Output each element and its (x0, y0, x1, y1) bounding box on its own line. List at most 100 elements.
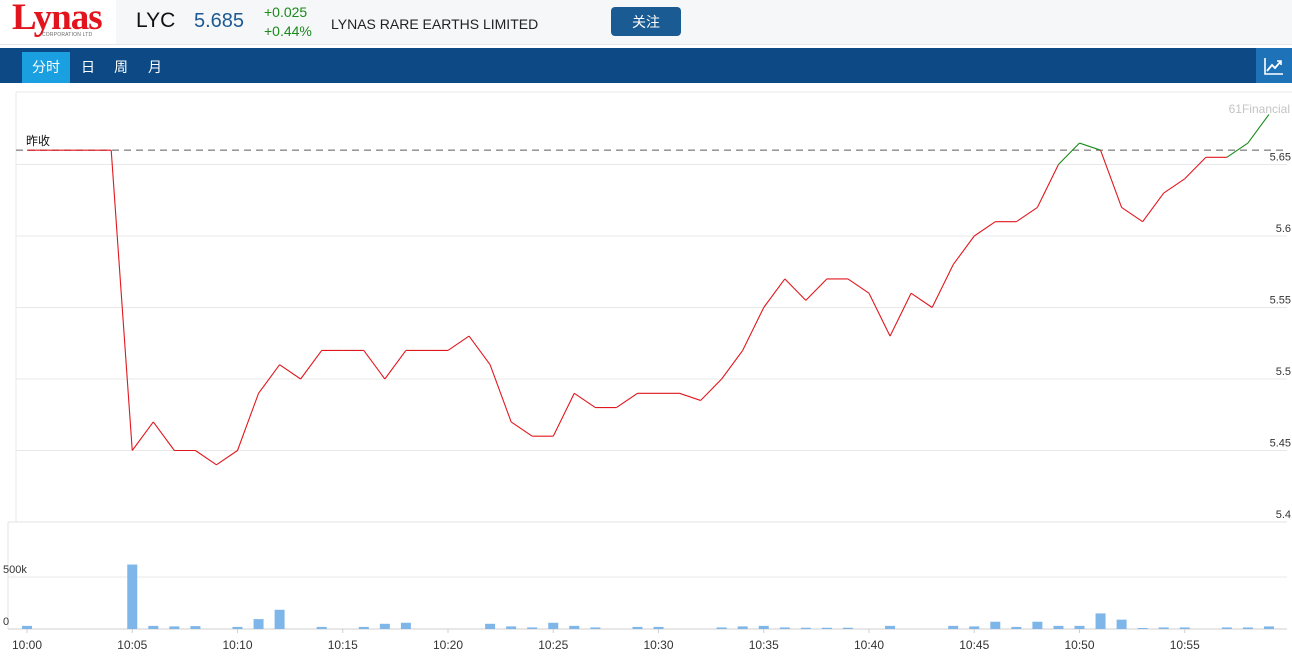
volume-bar (1011, 626, 1022, 629)
volume-bar (400, 622, 411, 629)
price-line-segment (721, 350, 744, 380)
header: Lynas CORPORATION LTD LYC 5.685 +0.025 +… (0, 0, 1292, 45)
price-line-segment (973, 221, 996, 237)
y-tick-label: 5.4 (1276, 509, 1291, 521)
price-line-segment (110, 150, 133, 451)
volume-bar (842, 627, 853, 629)
volume-bar (148, 625, 159, 629)
volume-bar (737, 626, 748, 629)
volume-bar (232, 626, 243, 629)
volume-bar (1242, 627, 1253, 629)
logo-text: Lynas (12, 0, 103, 38)
x-tick-label: 10:35 (749, 638, 779, 652)
price-line-segment (784, 278, 807, 301)
price-change-percent: +0.44% (264, 23, 312, 39)
price-line-segment (1036, 164, 1059, 208)
volume-bar (253, 619, 264, 629)
volume-bar (821, 627, 832, 629)
price-line-segment (1100, 150, 1123, 208)
volume-bar (590, 627, 601, 629)
price-line-segment (805, 278, 828, 301)
volume-bar (1158, 627, 1169, 629)
x-tick-label: 10:15 (328, 638, 358, 652)
price-line-segment (1142, 192, 1165, 223)
volume-bar (758, 625, 769, 629)
price-line-segment (952, 235, 975, 265)
price-line-segment (552, 393, 575, 437)
price-line-segment (679, 392, 701, 401)
x-tick-label: 10:25 (538, 638, 568, 652)
watermark: 61Financial (1229, 102, 1290, 116)
y-tick-label: 5.5 (1276, 366, 1291, 378)
price-line-segment (700, 378, 723, 401)
volume-bar (990, 621, 1001, 629)
chart-grid (7, 91, 1292, 633)
volume-bar (1074, 625, 1085, 629)
volume-bar (1137, 627, 1148, 629)
volume-bars (22, 564, 1274, 629)
volume-tick-label: 500k (3, 564, 27, 576)
volume-bar (190, 626, 201, 629)
volume-bar (127, 564, 138, 629)
price-line-segment (742, 307, 765, 351)
volume-bar (379, 623, 390, 629)
price-line-segment (1184, 156, 1207, 180)
price-line-segment (468, 335, 491, 366)
x-tick-label: 10:30 (643, 638, 673, 652)
price-line-segment (152, 421, 175, 451)
y-tick-label: 5.45 (1270, 438, 1291, 450)
volume-bar (527, 627, 538, 629)
volume-bar (274, 609, 285, 629)
price-line-segment (279, 364, 301, 380)
period-tab-bar: 分时 日 周 月 (0, 48, 1292, 83)
price-line-segment (931, 264, 954, 308)
x-tick-label: 10:10 (222, 638, 252, 652)
price-line-segment (889, 292, 912, 337)
volume-bar (22, 625, 32, 629)
volume-bar (358, 626, 369, 629)
x-tick-label: 10:55 (1170, 638, 1200, 652)
x-tick-label: 10:40 (854, 638, 884, 652)
price-line-segment (1121, 206, 1143, 223)
prev-close-label: 昨收 (26, 134, 50, 148)
x-tick-label: 10:50 (1064, 638, 1094, 652)
tab-intraday[interactable]: 分时 (22, 52, 70, 83)
price-line-group (27, 114, 1270, 466)
x-tick-label: 10:20 (433, 638, 463, 652)
logo-subtext: CORPORATION LTD (42, 32, 93, 38)
follow-button[interactable]: 关注 (611, 7, 681, 36)
volume-bar (1053, 625, 1064, 629)
y-tick-label: 5.65 (1270, 152, 1291, 164)
price-line-segment (1058, 142, 1080, 165)
price-line-segment (910, 292, 933, 308)
axis-labels: 5.65 5.6 5.55 5.5 5.45 5.4 500k 0 昨收 10:00 10:05 10… (3, 134, 1291, 652)
volume-bar (885, 625, 896, 629)
volume-bar (485, 623, 496, 629)
volume-bar (316, 626, 327, 629)
volume-bar (948, 625, 959, 629)
volume-bar (548, 622, 559, 629)
y-tick-label: 5.6 (1276, 223, 1291, 235)
volume-bar (1095, 613, 1106, 629)
line-chart-icon (1264, 57, 1283, 75)
price-line-segment (616, 392, 638, 409)
volume-bar (716, 627, 727, 629)
volume-bar (1179, 627, 1190, 629)
company-name: LYNAS RARE EARTHS LIMITED (331, 16, 539, 32)
tab-week[interactable]: 周 (114, 59, 128, 75)
volume-bar (779, 627, 790, 629)
price-line-segment (1226, 142, 1249, 158)
tab-month[interactable]: 月 (148, 59, 162, 75)
volume-bar (1032, 621, 1043, 629)
price-line-segment (447, 335, 470, 351)
last-price: 5.685 (194, 10, 245, 32)
volume-bar (1221, 627, 1232, 629)
x-tick-label: 10:45 (959, 638, 989, 652)
x-tick-label: 10:05 (117, 638, 147, 652)
volume-bar (632, 626, 643, 629)
logo[interactable]: Lynas CORPORATION LTD (0, 0, 116, 44)
price-line-segment (1247, 114, 1270, 144)
volume-bar (169, 626, 180, 629)
chart-type-toggle[interactable] (1256, 48, 1292, 83)
tab-day[interactable]: 日 (81, 59, 95, 75)
